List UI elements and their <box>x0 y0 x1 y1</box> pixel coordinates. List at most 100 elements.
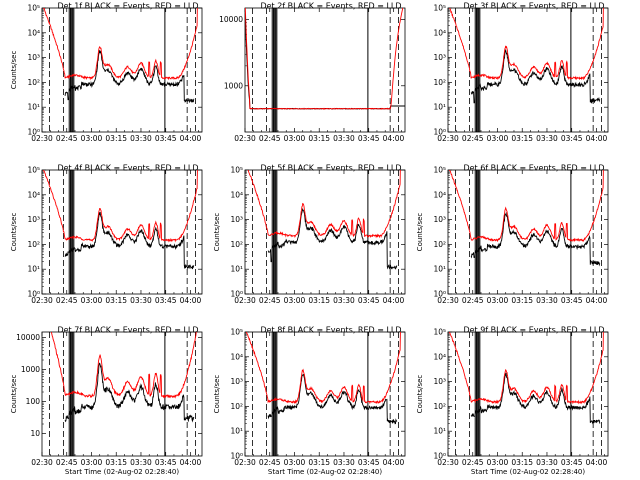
y-tick-label: 10¹ <box>230 265 243 274</box>
x-tick-label: 03:45 <box>358 134 380 143</box>
plot-frame <box>244 331 406 457</box>
y-tick-label: 10³ <box>27 215 40 224</box>
lld-series-line <box>449 8 604 81</box>
x-tick-label: 04:00 <box>180 458 202 467</box>
x-tick-label: 02:45 <box>462 296 484 305</box>
x-tick-label: 03:15 <box>308 134 330 143</box>
y-tick-label: 10⁰ <box>230 452 243 461</box>
panel-det-5: Det 5f BLACK = Events, RED = LLD 02:30 02:… <box>213 164 406 305</box>
x-tick-label: 03:15 <box>511 296 533 305</box>
y-tick-label: 10¹ <box>433 265 446 274</box>
plot-frame <box>41 331 203 457</box>
y-tick-label: 1000 <box>224 81 243 90</box>
x-tick-label: 03:00 <box>284 134 306 143</box>
series-group <box>43 170 198 270</box>
x-tick-label: 03:15 <box>105 134 127 143</box>
y-tick-label: 10² <box>433 402 446 411</box>
y-tick-label: 10⁴ <box>433 352 446 361</box>
x-tick-label: 03:30 <box>130 134 152 143</box>
x-tick-label: 02:30 <box>31 296 53 305</box>
y-tick-label: 10⁴ <box>27 28 40 37</box>
y-tick-label: 10⁵ <box>27 4 40 13</box>
series-group <box>245 332 401 425</box>
x-tick-label: 03:00 <box>284 296 306 305</box>
x-tick-label: 02:45 <box>259 458 281 467</box>
events-series-line <box>267 373 398 425</box>
y-tick-label: 10⁴ <box>433 28 446 37</box>
x-tick-label: 03:15 <box>308 458 330 467</box>
x-tick-label: 03:00 <box>487 134 509 143</box>
y-tick-label: 10⁴ <box>433 190 446 199</box>
panel-det-4: Det 4f BLACK = Events, RED = LLD 02:30 02:… <box>10 164 203 305</box>
x-tick-label: 04:00 <box>180 134 202 143</box>
x-tick-label: 03:45 <box>155 134 177 143</box>
events-series-line <box>64 211 195 270</box>
series-group <box>247 170 401 270</box>
x-tick-label: 03:15 <box>308 296 330 305</box>
y-tick-label: 10⁰ <box>27 128 40 137</box>
y-tick-label: 10⁴ <box>230 352 243 361</box>
y-tick-label: 10⁵ <box>27 166 40 175</box>
x-tick-label: 03:30 <box>536 134 558 143</box>
panel-det-6: Det 6f BLACK = Events, RED = LLD 02:30 02:… <box>416 164 609 305</box>
events-series-line <box>267 207 398 270</box>
panel-title: Det 9f BLACK = Events, RED = LLD <box>463 326 604 335</box>
y-tick-label: 10¹ <box>27 265 40 274</box>
x-tick-label: 03:00 <box>81 458 103 467</box>
marker-lines <box>252 332 399 456</box>
y-tick-label: 10¹ <box>27 103 40 112</box>
y-tick-label: 100 <box>26 397 41 406</box>
lld-series-line <box>245 332 401 405</box>
y-tick-label: 10 <box>30 429 40 438</box>
x-tick-label: 03:30 <box>333 134 355 143</box>
y-axis-label: Counts/sec <box>416 213 424 252</box>
x-tick-label: 03:45 <box>358 458 380 467</box>
lld-series-line <box>50 332 197 399</box>
y-tick-label: 10000 <box>16 333 40 342</box>
x-tick-label: 03:15 <box>105 296 127 305</box>
x-tick-label: 03:00 <box>81 296 103 305</box>
lld-series-line <box>43 170 198 243</box>
panel-title: Det 5f BLACK = Events, RED = LLD <box>260 164 401 173</box>
y-tick-label: 10² <box>27 240 40 249</box>
y-tick-label: 10³ <box>230 215 243 224</box>
x-tick-label: 03:45 <box>561 296 583 305</box>
y-axis-label: Counts/sec <box>10 375 18 414</box>
x-tick-label: 02:45 <box>56 296 78 305</box>
events-series-line <box>470 48 601 104</box>
y-tick-label: 10¹ <box>433 103 446 112</box>
panel-title: Det 2f BLACK = Events, RED = LLD <box>260 2 401 11</box>
x-tick-label: 02:30 <box>437 458 459 467</box>
x-tick-label: 03:45 <box>358 296 380 305</box>
panel-title: Det 3f BLACK = Events, RED = LLD <box>463 2 604 11</box>
x-tick-label: 03:00 <box>81 134 103 143</box>
series-group <box>50 332 197 423</box>
y-tick-label: 10⁴ <box>27 190 40 199</box>
panel-title: Det 4f BLACK = Events, RED = LLD <box>57 164 198 173</box>
y-axis-label: Counts/sec <box>416 375 424 414</box>
x-tick-label: 02:45 <box>259 296 281 305</box>
y-tick-label: 10² <box>230 240 243 249</box>
panel-det-9: Det 9f BLACK = Events, RED = LLD 02:30 02:… <box>416 326 609 476</box>
x-tick-label: 02:45 <box>462 134 484 143</box>
x-tick-label: 03:30 <box>130 296 152 305</box>
panel-title: Det 8f BLACK = Events, RED = LLD <box>260 326 401 335</box>
plot-frame <box>447 7 609 133</box>
x-tick-label: 02:30 <box>234 458 256 467</box>
x-tick-label: 03:00 <box>284 458 306 467</box>
y-axis-label: Counts/sec <box>213 213 221 252</box>
panel-det-8: Det 8f BLACK = Events, RED = LLD 02:30 02:… <box>213 326 406 476</box>
x-tick-label: 02:30 <box>31 134 53 143</box>
panel-det-1: Det 1f BLACK = Events, RED = LLD 02:30 02:… <box>10 2 203 143</box>
events-series-line <box>64 50 195 104</box>
x-tick-label: 03:30 <box>130 458 152 467</box>
series-group <box>245 8 405 110</box>
y-tick-label: 10¹ <box>433 427 446 436</box>
marker-lines <box>49 332 196 456</box>
y-axis-label: Counts/sec <box>10 213 18 252</box>
y-tick-label: 10³ <box>433 215 446 224</box>
x-tick-label: 02:45 <box>56 458 78 467</box>
x-axis-label: Start Time (02-Aug-02 02:28:40) <box>65 468 179 476</box>
plot-frame <box>244 7 406 133</box>
